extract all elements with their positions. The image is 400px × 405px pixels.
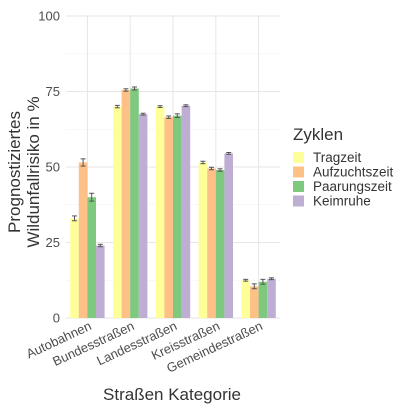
- y-axis-title-line-2: Wildunfallrisiko in %: [24, 96, 43, 247]
- bar-paarungszeit-autobahnen: [87, 197, 96, 318]
- bar-paarungszeit-gemeindestraßen: [258, 281, 268, 318]
- x-axis-ticks: AutobahnenBundesstraßenLandesstraßenKrei…: [24, 318, 265, 376]
- bar-aufzuchtszeit-autobahnen: [78, 162, 88, 318]
- bar-tragzeit-landesstraßen: [155, 106, 165, 318]
- legend-swatch-paarungszeit: [293, 181, 304, 192]
- x-axis-title: Straßen Kategorie: [103, 385, 241, 404]
- legend-title: Zyklen: [293, 125, 343, 144]
- y-axis-ticks: 0 25 50 75 100: [38, 9, 60, 326]
- bar-tragzeit-kreisstraßen: [198, 162, 208, 318]
- error-bars: [72, 86, 274, 290]
- bar-aufzuchtszeit-bundesstraßen: [121, 89, 131, 319]
- bar-keimruhe-kreisstraßen: [224, 153, 233, 318]
- legend-swatch-aufzuchtszeit: [293, 166, 304, 178]
- bar-paarungszeit-bundesstraßen: [130, 88, 139, 318]
- bar-aufzuchtszeit-landesstraßen: [164, 117, 173, 318]
- y-axis-title: Prognostiziertes Wildunfallrisiko in %: [5, 96, 43, 247]
- y-tick-label: 0: [53, 311, 60, 326]
- legend-label-tragzeit: Tragzeit: [313, 150, 362, 165]
- bar-tragzeit-autobahnen: [70, 218, 79, 318]
- bar-paarungszeit-kreisstraßen: [215, 170, 225, 318]
- legend-swatch-keimruhe: [293, 195, 304, 207]
- bar-tragzeit-bundesstraßen: [113, 106, 122, 318]
- bar-keimruhe-landesstraßen: [181, 105, 191, 318]
- y-tick-label: 25: [46, 235, 60, 250]
- y-tick-label: 75: [46, 84, 60, 99]
- bar-aufzuchtszeit-kreisstraßen: [207, 168, 216, 318]
- legend-label-aufzuchtszeit: Aufzuchtszeit: [313, 165, 394, 180]
- legend-swatch-tragzeit: [293, 152, 304, 163]
- bar-paarungszeit-landesstraßen: [173, 115, 182, 318]
- y-tick-label: 50: [46, 160, 60, 175]
- legend: Zyklen TragzeitAufzuchtszeitPaarungszeit…: [293, 125, 394, 209]
- y-axis-title-line-1: Prognostiziertes: [5, 111, 24, 233]
- bar-keimruhe-autobahnen: [96, 245, 105, 318]
- bar-keimruhe-bundesstraßen: [138, 114, 148, 319]
- bar-aufzuchtszeit-gemeindestraßen: [250, 286, 259, 318]
- y-tick-label: 100: [38, 9, 60, 24]
- bar-keimruhe-gemeindestraßen: [267, 278, 276, 318]
- bar-tragzeit-gemeindestraßen: [241, 280, 250, 318]
- bars: [70, 88, 276, 319]
- legend-label-keimruhe: Keimruhe: [313, 194, 371, 209]
- legend-label-paarungszeit: Paarungszeit: [313, 179, 392, 194]
